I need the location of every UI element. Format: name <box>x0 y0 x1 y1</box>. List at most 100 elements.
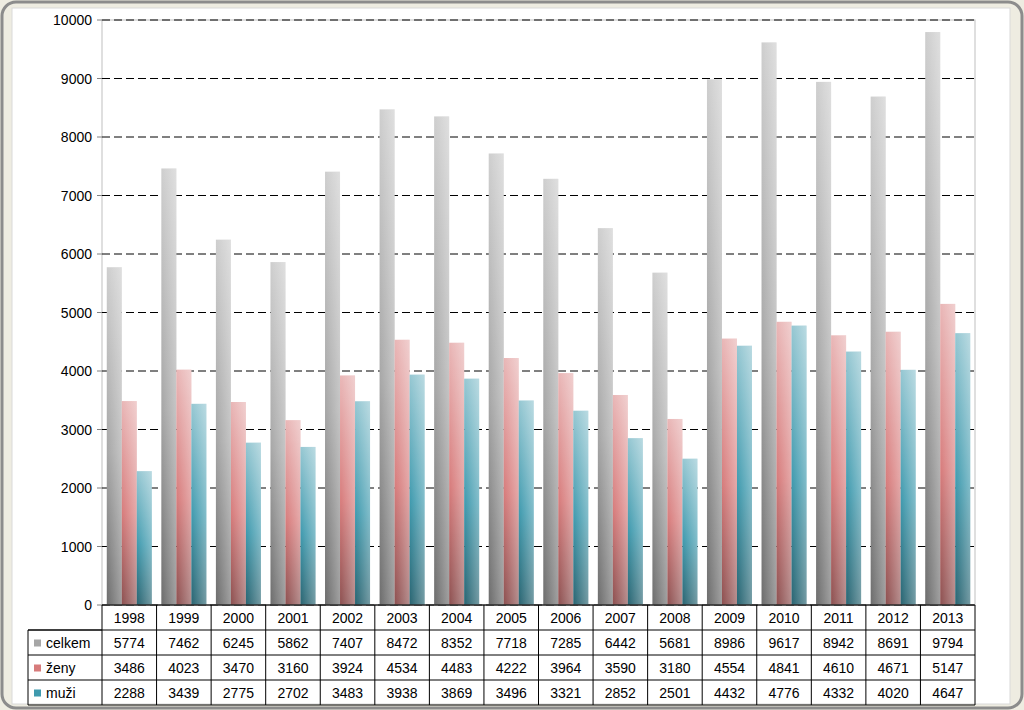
bar <box>285 420 300 605</box>
bar <box>762 42 777 605</box>
bar <box>325 172 340 605</box>
table-value: 2775 <box>223 685 254 701</box>
bar <box>137 471 152 605</box>
table-value: 2702 <box>277 685 308 701</box>
y-tick-label: 0 <box>84 597 92 613</box>
bar-sheen <box>137 471 152 605</box>
table-line <box>756 605 757 705</box>
table-value: 4222 <box>496 660 527 676</box>
bar <box>161 168 176 605</box>
tick-mark <box>97 20 102 21</box>
tick-mark <box>97 254 102 255</box>
table-value: 3964 <box>550 660 581 676</box>
bar <box>707 79 722 605</box>
bar-sheen <box>380 109 395 605</box>
table-line <box>811 605 812 705</box>
category-label: 2008 <box>659 610 690 626</box>
y-tick-label: 4000 <box>61 363 92 379</box>
bar-sheen <box>410 375 425 605</box>
bar <box>737 346 752 605</box>
bar <box>558 373 573 605</box>
data-table: 1998199920002001200220032004200520062007… <box>28 605 975 705</box>
category-label: 2003 <box>387 610 418 626</box>
bar <box>434 116 449 605</box>
table-value: 3486 <box>114 660 145 676</box>
category-label: 2010 <box>768 610 799 626</box>
bar-sheen <box>886 332 901 605</box>
y-tick-label: 6000 <box>61 246 92 262</box>
bar-sheen <box>598 228 613 605</box>
table-value: 4432 <box>714 685 745 701</box>
bar-sheen <box>955 333 970 605</box>
bar-sheen <box>628 438 643 605</box>
y-tick-label: 5000 <box>61 305 92 321</box>
table-value: 3439 <box>168 685 199 701</box>
outer-frame <box>2 2 1022 708</box>
table-line <box>28 680 975 681</box>
bar-sheen <box>722 339 737 605</box>
category-label: 2012 <box>878 610 909 626</box>
background <box>0 0 1024 710</box>
bar <box>340 375 355 605</box>
legend-label: ženy <box>46 660 76 676</box>
category-label: 2001 <box>277 610 308 626</box>
table-line <box>28 630 102 631</box>
grid-line <box>102 312 975 313</box>
category-label: 2006 <box>550 610 581 626</box>
grid-line <box>102 137 975 138</box>
category-label: 2000 <box>223 610 254 626</box>
table-line <box>28 655 975 656</box>
bar-sheen <box>231 402 246 605</box>
bar <box>667 419 682 605</box>
table-value: 5681 <box>659 635 690 651</box>
bar <box>792 326 807 605</box>
bar-sheen <box>707 79 722 605</box>
grid-line <box>102 78 975 79</box>
table-line <box>28 705 975 706</box>
table-value: 4534 <box>387 660 418 676</box>
table-value: 4647 <box>932 685 963 701</box>
bar-sheen <box>940 304 955 605</box>
table-value: 8986 <box>714 635 745 651</box>
table-value: 3180 <box>659 660 690 676</box>
bar <box>777 322 792 605</box>
table-value: 8942 <box>823 635 854 651</box>
bar-sheen <box>325 172 340 605</box>
bar <box>464 379 479 605</box>
bar-sheen <box>464 379 479 605</box>
table-value: 3160 <box>277 660 308 676</box>
table-value: 3924 <box>332 660 363 676</box>
table-value: 4610 <box>823 660 854 676</box>
bar-sheen <box>667 419 682 605</box>
bar-sheen <box>846 352 861 605</box>
grid-line <box>102 195 975 196</box>
table-value: 3321 <box>550 685 581 701</box>
table-value: 3938 <box>387 685 418 701</box>
bar <box>925 32 940 605</box>
legend-marker <box>34 640 41 647</box>
bar-sheen <box>355 401 370 605</box>
tick-mark <box>97 78 102 79</box>
bar-sheen <box>489 153 504 605</box>
category-label: 1998 <box>114 610 145 626</box>
table-line <box>265 605 266 705</box>
bar-sheen <box>340 375 355 605</box>
table-value: 4671 <box>878 660 909 676</box>
table-value: 4332 <box>823 685 854 701</box>
bar-sheen <box>543 179 558 605</box>
table-line <box>28 630 975 631</box>
table-value: 9617 <box>768 635 799 651</box>
table-line <box>920 605 921 705</box>
table-line <box>483 605 484 705</box>
bar <box>652 273 667 605</box>
bar-sheen <box>573 411 588 605</box>
tick-mark <box>97 371 102 372</box>
bar <box>489 153 504 605</box>
y-tick-label: 8000 <box>61 129 92 145</box>
table-value: 3496 <box>496 685 527 701</box>
bar <box>504 358 519 605</box>
category-label: 2009 <box>714 610 745 626</box>
bar <box>191 404 206 605</box>
table-line <box>593 605 594 705</box>
bar <box>543 179 558 605</box>
